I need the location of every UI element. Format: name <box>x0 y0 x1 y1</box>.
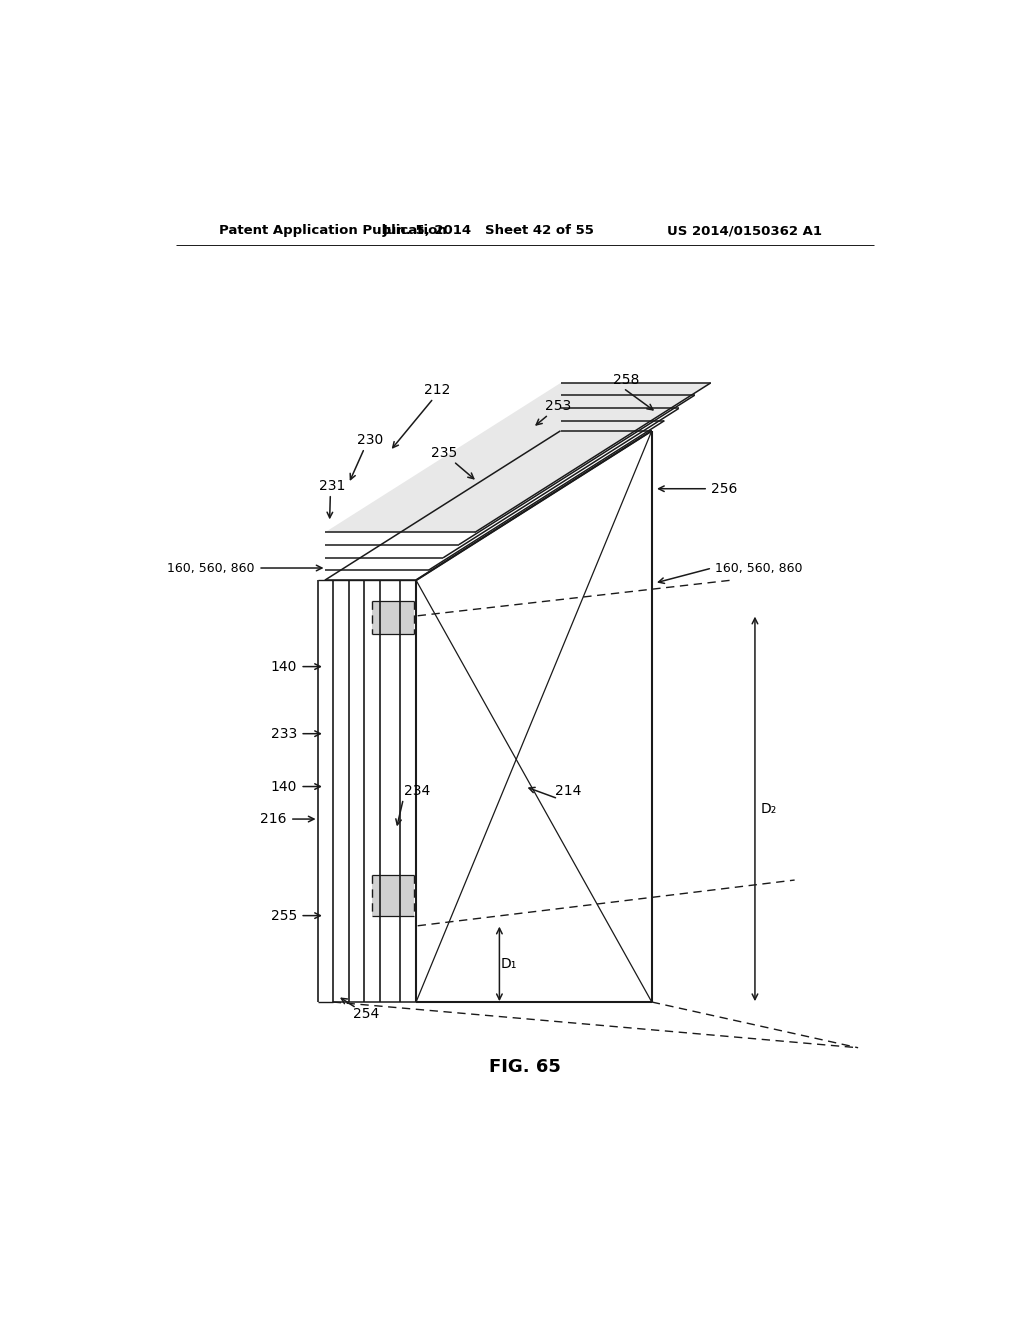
Text: D₁: D₁ <box>501 957 517 972</box>
Text: 160, 560, 860: 160, 560, 860 <box>168 561 255 574</box>
Text: 140: 140 <box>270 660 297 673</box>
Text: FIG. 65: FIG. 65 <box>488 1059 561 1076</box>
Text: 160, 560, 860: 160, 560, 860 <box>715 561 803 574</box>
Text: 216: 216 <box>260 812 287 826</box>
Bar <box>373 601 414 634</box>
Text: US 2014/0150362 A1: US 2014/0150362 A1 <box>668 224 822 238</box>
Text: D₂: D₂ <box>761 801 777 816</box>
Text: 140: 140 <box>270 780 297 793</box>
Polygon shape <box>325 383 711 532</box>
Text: 254: 254 <box>353 1007 379 1022</box>
Text: 255: 255 <box>270 908 297 923</box>
Text: Patent Application Publication: Patent Application Publication <box>219 224 447 238</box>
Text: 258: 258 <box>613 374 640 387</box>
Text: 212: 212 <box>424 383 451 397</box>
Text: 256: 256 <box>712 482 737 496</box>
Text: 234: 234 <box>404 784 430 797</box>
Bar <box>373 875 414 916</box>
Text: 231: 231 <box>318 479 345 492</box>
Text: 235: 235 <box>431 446 457 461</box>
Text: Jun. 5, 2014   Sheet 42 of 55: Jun. 5, 2014 Sheet 42 of 55 <box>383 224 595 238</box>
Text: 253: 253 <box>545 400 571 413</box>
Text: 214: 214 <box>555 784 582 797</box>
Text: 233: 233 <box>270 727 297 741</box>
Text: 230: 230 <box>357 433 383 447</box>
